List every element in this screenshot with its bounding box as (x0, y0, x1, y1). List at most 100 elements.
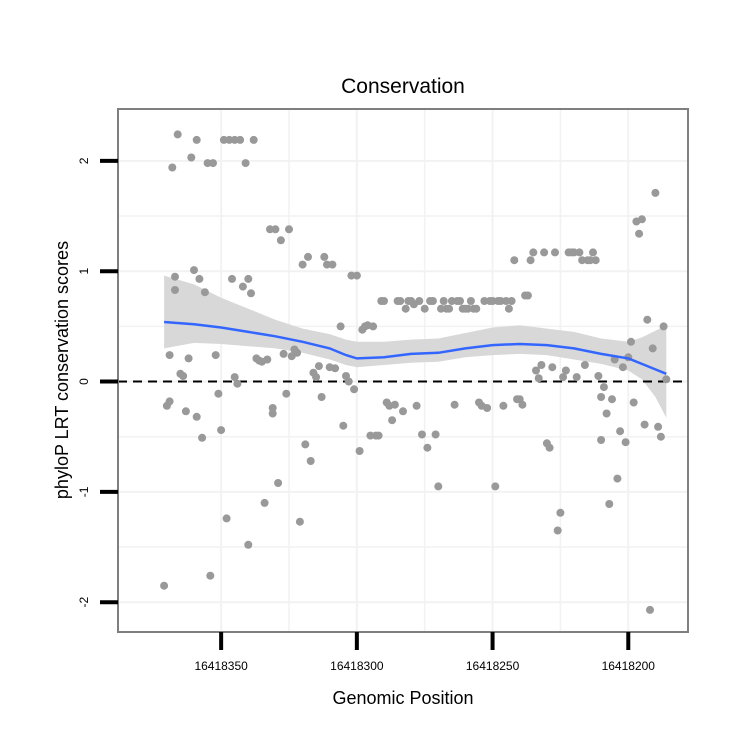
data-point (532, 366, 540, 375)
data-point (165, 397, 174, 406)
data-point (594, 372, 603, 380)
x-axis-ticks: 16418350 16418300 16418250 16418200 (194, 632, 655, 673)
data-point (553, 526, 562, 535)
data-point (217, 426, 226, 435)
data-point (209, 159, 217, 168)
data-point (190, 266, 198, 275)
x-tick-label: 16418200 (602, 659, 656, 673)
data-point (640, 420, 649, 429)
data-point (320, 252, 329, 261)
x-tick-label: 16418300 (330, 659, 384, 673)
data-point (613, 474, 622, 483)
data-point (184, 354, 193, 363)
y-axis-label: phyloP LRT conservation scores (52, 241, 72, 499)
data-point (608, 395, 616, 404)
data-point (659, 322, 668, 331)
data-point (654, 422, 663, 431)
data-point (418, 430, 426, 439)
data-point (390, 400, 399, 409)
data-point (276, 236, 285, 245)
data-point (540, 248, 549, 257)
data-point (434, 482, 443, 491)
data-point (304, 252, 312, 261)
data-point (312, 373, 321, 382)
data-point (160, 581, 169, 590)
data-point (605, 500, 614, 508)
chart-title: Conservation (341, 75, 465, 98)
data-point (401, 304, 410, 313)
data-point (510, 256, 519, 265)
data-point (173, 130, 182, 139)
data-point (282, 389, 291, 398)
data-point (559, 373, 568, 382)
data-point (347, 271, 356, 280)
data-point (236, 135, 245, 144)
data-point (228, 274, 236, 283)
data-point (249, 135, 258, 144)
x-tick-label: 16418350 (194, 659, 248, 673)
data-point (456, 297, 464, 305)
data-point (635, 229, 644, 238)
data-point (651, 188, 660, 197)
smooth-line (164, 320, 667, 375)
x-axis-label: Genomic Position (332, 688, 473, 708)
data-point (629, 398, 638, 407)
data-point (366, 431, 375, 440)
data-point (187, 153, 196, 162)
data-point (230, 373, 239, 382)
data-point (578, 256, 587, 265)
data-point (200, 288, 209, 297)
data-point (529, 248, 538, 257)
data-points (160, 130, 671, 614)
data-point (181, 407, 190, 416)
data-point (301, 440, 310, 449)
data-point (656, 432, 665, 441)
data-point (662, 375, 671, 384)
data-point (556, 508, 565, 517)
data-point (504, 304, 513, 313)
data-point (331, 364, 340, 373)
data-point (627, 337, 635, 346)
data-point (195, 274, 204, 283)
data-point (599, 383, 608, 392)
data-point (548, 363, 557, 372)
data-point (214, 389, 223, 398)
data-point (572, 373, 581, 382)
data-point (412, 401, 421, 410)
data-point (483, 404, 492, 412)
data-point (518, 400, 527, 409)
data-point (637, 215, 646, 224)
data-point (399, 407, 407, 416)
data-point (439, 297, 448, 305)
data-point (580, 361, 589, 369)
data-point (423, 443, 432, 452)
data-point (428, 297, 437, 305)
data-point (336, 322, 345, 331)
y-tick-label: 1 (77, 268, 91, 275)
data-point (507, 297, 516, 305)
data-point (420, 304, 429, 313)
data-point (472, 304, 481, 313)
data-point (179, 372, 188, 380)
data-point (537, 361, 546, 369)
data-point (260, 498, 269, 507)
data-point (445, 304, 454, 313)
data-point (355, 447, 364, 455)
y-tick-label: 0 (77, 378, 91, 385)
data-point (192, 412, 201, 421)
data-point (602, 409, 611, 418)
data-point (388, 416, 397, 425)
data-point (545, 443, 554, 452)
data-point (621, 438, 630, 447)
data-point (233, 379, 242, 388)
data-point (526, 256, 535, 265)
data-point (168, 163, 177, 172)
confidence-band (164, 275, 667, 418)
grid-lines (118, 109, 688, 632)
data-point (450, 400, 459, 409)
data-point (618, 363, 627, 372)
data-point (317, 393, 326, 401)
data-point (431, 430, 440, 439)
confidence-band-area (164, 275, 667, 418)
